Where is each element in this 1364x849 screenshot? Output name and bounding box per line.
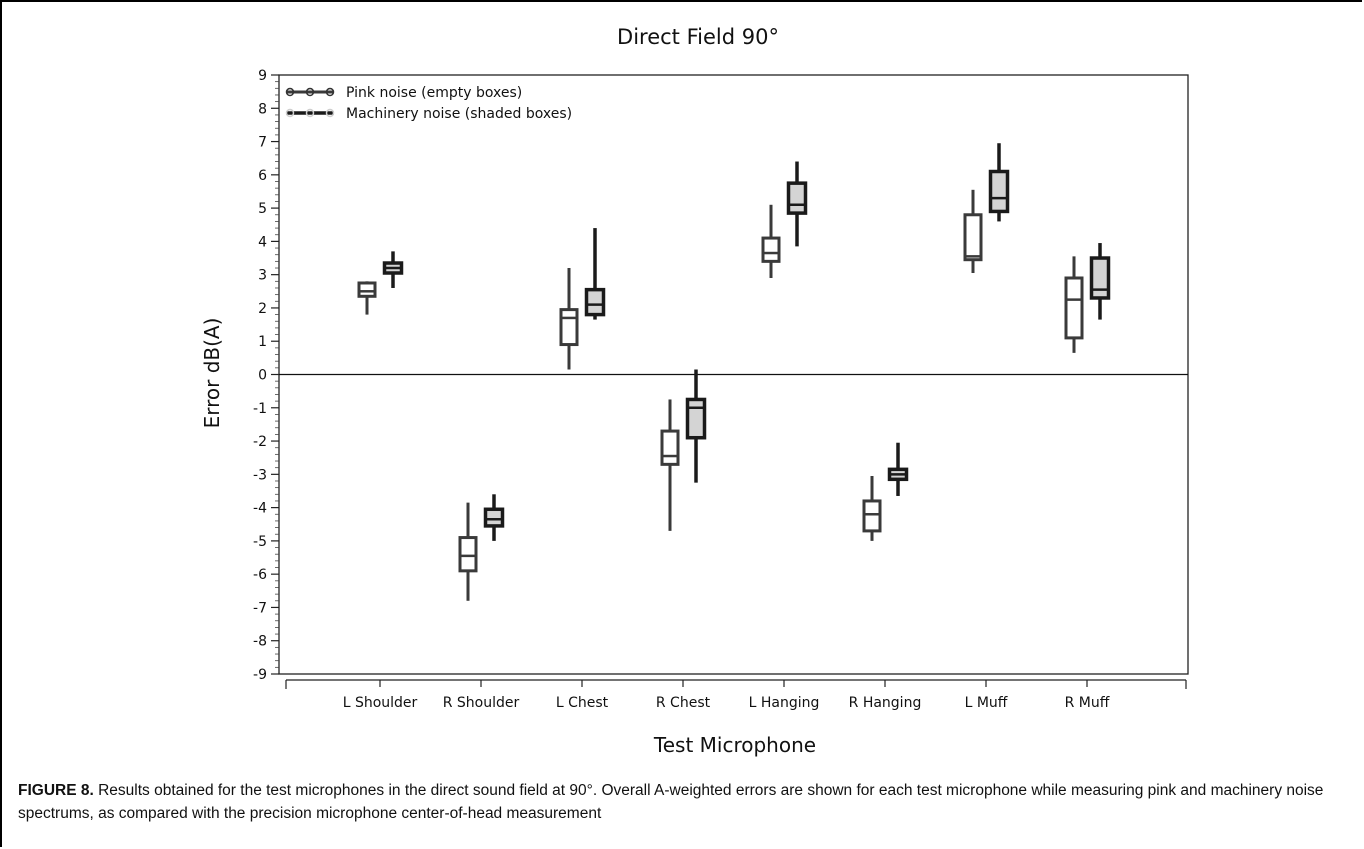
box xyxy=(1064,276,1084,340)
y-tick-label: -1 xyxy=(253,401,267,417)
y-tick-label: -5 xyxy=(253,534,267,550)
y-tick-label: 1 xyxy=(258,334,267,350)
y-tick-label: 0 xyxy=(258,368,267,384)
y-tick-label: 7 xyxy=(258,135,267,151)
x-tick-label: L Shoulder xyxy=(343,695,418,711)
x-tick-label: L Chest xyxy=(556,695,609,711)
chart-title: Direct Field 90° xyxy=(617,25,779,49)
y-tick-label: -6 xyxy=(253,567,267,583)
caption-label: FIGURE 8. xyxy=(18,782,94,799)
x-tick-label: R Shoulder xyxy=(443,695,520,711)
box xyxy=(559,308,579,347)
y-tick-label: 8 xyxy=(258,101,267,117)
legend-marker xyxy=(285,87,295,97)
legend-label: Pink noise (empty boxes) xyxy=(346,85,522,101)
y-tick-label: -3 xyxy=(253,467,267,483)
x-tick-label: R Chest xyxy=(656,695,711,711)
legend-marker xyxy=(285,108,295,118)
y-tick-label: 6 xyxy=(258,168,267,184)
legend-marker xyxy=(325,87,335,97)
box xyxy=(483,507,505,528)
x-tick-label: R Muff xyxy=(1065,695,1110,711)
y-tick-label: 2 xyxy=(258,301,267,317)
box xyxy=(963,213,983,262)
caption-text: Results obtained for the test microphone… xyxy=(18,782,1324,822)
box xyxy=(862,499,882,533)
figure-caption: FIGURE 8. Results obtained for the test … xyxy=(18,779,1353,825)
y-tick-label: -9 xyxy=(253,667,267,683)
box xyxy=(1089,256,1111,300)
y-tick-label: -8 xyxy=(253,634,267,650)
y-tick-label: 3 xyxy=(258,268,267,284)
x-tick-label: L Muff xyxy=(965,695,1008,711)
box xyxy=(786,181,808,215)
box xyxy=(357,281,377,298)
legend-label: Machinery noise (shaded boxes) xyxy=(346,106,572,122)
box xyxy=(458,536,478,573)
y-tick-label: 4 xyxy=(258,234,267,250)
box xyxy=(685,397,707,440)
plot-area: 9 8 7 6 5 4 3 2 1 0 -1 -2 -3 -4 -5 -6 -7 -8 -9 L Shoulder R … xyxy=(253,68,1189,711)
legend-marker xyxy=(325,108,335,118)
y-tick-label: 9 xyxy=(258,68,267,84)
box xyxy=(660,429,680,466)
x-axis-label: Test Microphone xyxy=(653,733,816,757)
y-tick-label: 5 xyxy=(258,201,267,217)
y-axis-label: Error dB(A) xyxy=(200,318,224,429)
legend-marker xyxy=(305,87,315,97)
box xyxy=(988,169,1010,214)
y-tick-label: -7 xyxy=(253,600,267,616)
box xyxy=(761,236,781,263)
legend-marker xyxy=(305,108,315,118)
box xyxy=(584,287,606,317)
y-tick-label: -4 xyxy=(253,501,267,517)
x-tick-label: R Hanging xyxy=(849,695,922,711)
x-tick-label: L Hanging xyxy=(749,695,820,711)
y-tick-label: -2 xyxy=(253,434,267,450)
